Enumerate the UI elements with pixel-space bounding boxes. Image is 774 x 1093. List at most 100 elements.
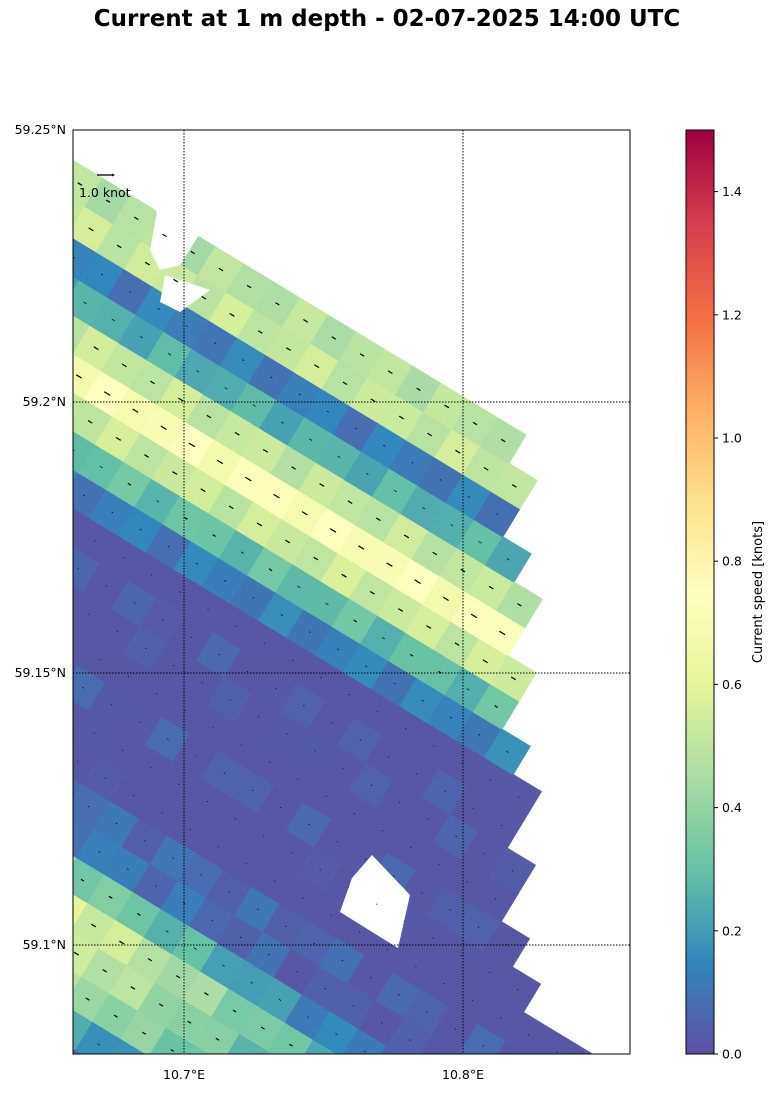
- current-arrow: [173, 664, 175, 667]
- current-arrow: [57, 981, 61, 984]
- current-arrow: [246, 284, 252, 289]
- current-arrow: [410, 847, 412, 849]
- current-arrow: [444, 404, 450, 409]
- current-arrow: [184, 516, 188, 520]
- current-arrow: [444, 790, 446, 792]
- current-arrow: [449, 909, 451, 911]
- colorbar-label: Current speed [knots]: [751, 521, 766, 663]
- current-arrow: [359, 739, 362, 741]
- current-arrow: [369, 977, 372, 979]
- current-arrow: [342, 767, 344, 769]
- speed-cell: [342, 1027, 389, 1054]
- current-arrow: [291, 852, 293, 854]
- speed-cell: [73, 279, 109, 327]
- current-arrow: [466, 688, 470, 691]
- current-arrow: [263, 642, 266, 644]
- current-arrow: [144, 454, 150, 458]
- current-arrow: [53, 1055, 54, 1056]
- current-arrow: [438, 1057, 439, 1058]
- current-arrow: [234, 817, 237, 820]
- current-arrow: [151, 574, 153, 576]
- current-arrow: [212, 534, 216, 537]
- current-arrow: [330, 914, 332, 916]
- current-arrow: [154, 1078, 156, 1079]
- speed-cell: [20, 602, 67, 649]
- current-arrow: [496, 513, 499, 515]
- current-arrow: [292, 659, 294, 662]
- current-arrow: [358, 545, 365, 550]
- current-arrow: [517, 796, 520, 798]
- lon-label-10-7: 10.7°E: [163, 1067, 205, 1082]
- current-arrow: [274, 880, 276, 882]
- current-arrow: [308, 631, 311, 633]
- lat-label-59-25: 59.25°N: [15, 122, 66, 137]
- speed-cell: [149, 1026, 196, 1054]
- current-arrow: [381, 1022, 383, 1024]
- current-arrow: [268, 568, 273, 572]
- current-arrow: [256, 908, 259, 911]
- current-arrow: [200, 488, 206, 493]
- current-arrow: [262, 448, 269, 453]
- current-arrow: [138, 721, 141, 723]
- current-arrow: [69, 1027, 72, 1029]
- current-arrow: [228, 891, 231, 893]
- current-arrow: [308, 823, 310, 826]
- current-arrow: [381, 829, 384, 832]
- speed-cell: [73, 545, 74, 547]
- current-arrow: [421, 892, 423, 894]
- current-arrow: [140, 336, 143, 339]
- speed-cell: [73, 160, 104, 208]
- current-arrow: [275, 302, 280, 306]
- current-arrow: [244, 1056, 247, 1058]
- current-arrow: [60, 789, 61, 790]
- current-arrow: [355, 427, 357, 430]
- current-arrow: [353, 812, 356, 815]
- current-arrow: [127, 482, 132, 486]
- current-arrow: [426, 1011, 428, 1013]
- current-arrow: [337, 455, 341, 458]
- lat-label-59-15: 59.15°N: [15, 665, 66, 680]
- lat-label-59-1: 59.1°N: [23, 937, 66, 952]
- speed-cell: [535, 1028, 581, 1054]
- current-arrow: [206, 414, 212, 419]
- current-arrow: [376, 711, 379, 713]
- current-arrow: [414, 579, 421, 585]
- current-arrow: [190, 636, 192, 638]
- current-arrow: [297, 778, 299, 780]
- current-arrow: [45, 240, 47, 241]
- current-arrow: [488, 971, 491, 974]
- current-arrow: [387, 756, 390, 758]
- speed-cell: [73, 1049, 84, 1054]
- current-arrow: [185, 325, 188, 327]
- current-arrow: [160, 425, 167, 431]
- current-arrow: [409, 1039, 411, 1041]
- current-arrow: [170, 1048, 174, 1052]
- current-arrow: [314, 750, 316, 752]
- current-arrow: [392, 875, 395, 877]
- colorbar-tick-label: 1.2: [722, 307, 742, 322]
- current-arrow: [116, 244, 122, 249]
- current-arrow: [301, 511, 308, 516]
- current-arrow: [432, 937, 434, 939]
- current-arrow: [235, 625, 237, 627]
- current-arrow: [102, 969, 108, 973]
- current-arrow: [454, 642, 460, 646]
- current-arrow: [90, 923, 97, 928]
- current-arrow: [472, 807, 474, 809]
- current-arrow: [85, 997, 90, 1001]
- current-arrow: [341, 573, 347, 578]
- current-arrow: [133, 216, 139, 221]
- current-arrow: [105, 199, 111, 203]
- current-arrow: [613, 1086, 614, 1087]
- speed-cell: [86, 1066, 133, 1093]
- colorbar: 0.0 0.2 0.4 0.6 0.8 1.0 1.2 1.4 Current speed […: [685, 129, 766, 1062]
- current-arrow: [55, 478, 57, 479]
- current-arrow: [489, 779, 491, 781]
- speed-cell: [73, 893, 89, 929]
- speed-cell: [22, 217, 69, 264]
- current-arrow: [43, 625, 44, 626]
- speed-cell: [73, 471, 108, 519]
- speed-cell: [386, 1016, 434, 1054]
- current-arrow: [399, 801, 401, 803]
